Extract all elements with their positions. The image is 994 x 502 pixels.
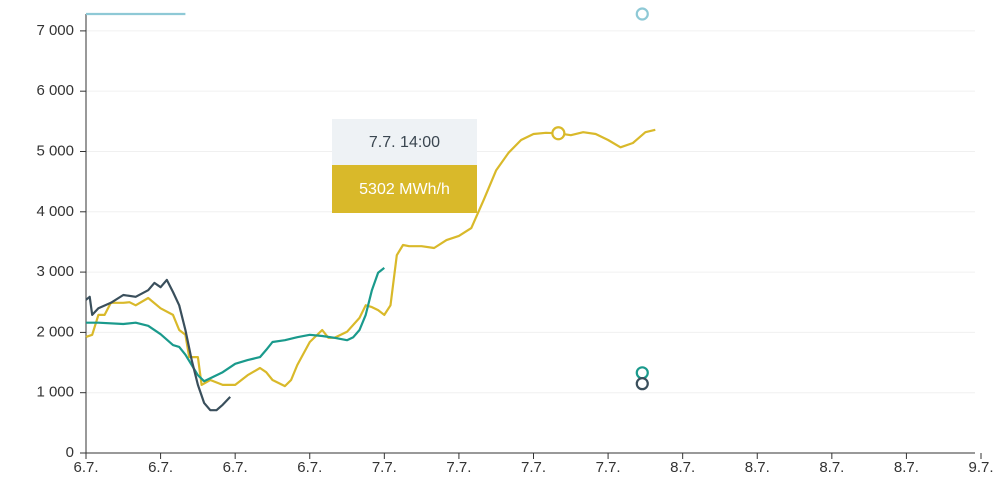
y-tick-label: 0 bbox=[66, 444, 74, 461]
x-tick-label: 7.7. bbox=[372, 459, 397, 476]
tooltip-header bbox=[332, 119, 477, 165]
highlight-point bbox=[551, 126, 566, 141]
y-tick-label: 7 000 bbox=[36, 22, 74, 39]
series-point bbox=[635, 7, 649, 21]
y-tick-label: 6 000 bbox=[36, 82, 74, 99]
x-tick-label: 7.7. bbox=[446, 459, 471, 476]
x-tick-label: 8.7. bbox=[819, 459, 844, 476]
x-tick-label: 8.7. bbox=[670, 459, 695, 476]
x-tick-label: 7.7. bbox=[596, 459, 621, 476]
x-tick-label: 8.7. bbox=[894, 459, 919, 476]
x-tick-label: 9.7. bbox=[968, 459, 993, 476]
tooltip: 7.7. 14:00 5302 MWh/h bbox=[332, 119, 477, 213]
x-tick-label: 7.7. bbox=[521, 459, 546, 476]
tooltip-title: 7.7. 14:00 bbox=[369, 134, 440, 151]
y-tick-label: 3 000 bbox=[36, 263, 74, 280]
tooltip-body bbox=[332, 165, 477, 213]
series-line bbox=[86, 267, 385, 383]
x-tick-label: 6.7. bbox=[223, 459, 248, 476]
tooltip-value: 5302 MWh/h bbox=[359, 181, 450, 198]
series-line bbox=[85, 278, 231, 412]
series-point bbox=[635, 366, 649, 380]
series-point bbox=[635, 377, 649, 391]
x-tick-label: 6.7. bbox=[297, 459, 322, 476]
y-tick-label: 4 000 bbox=[36, 203, 74, 220]
x-tick-label: 8.7. bbox=[745, 459, 770, 476]
x-tick-label: 6.7. bbox=[148, 459, 173, 476]
y-tick-label: 1 000 bbox=[36, 384, 74, 401]
x-tick-label: 6.7. bbox=[73, 459, 98, 476]
y-tick-label: 2 000 bbox=[36, 323, 74, 340]
series-line bbox=[85, 128, 656, 388]
y-tick-label: 5 000 bbox=[36, 142, 74, 159]
